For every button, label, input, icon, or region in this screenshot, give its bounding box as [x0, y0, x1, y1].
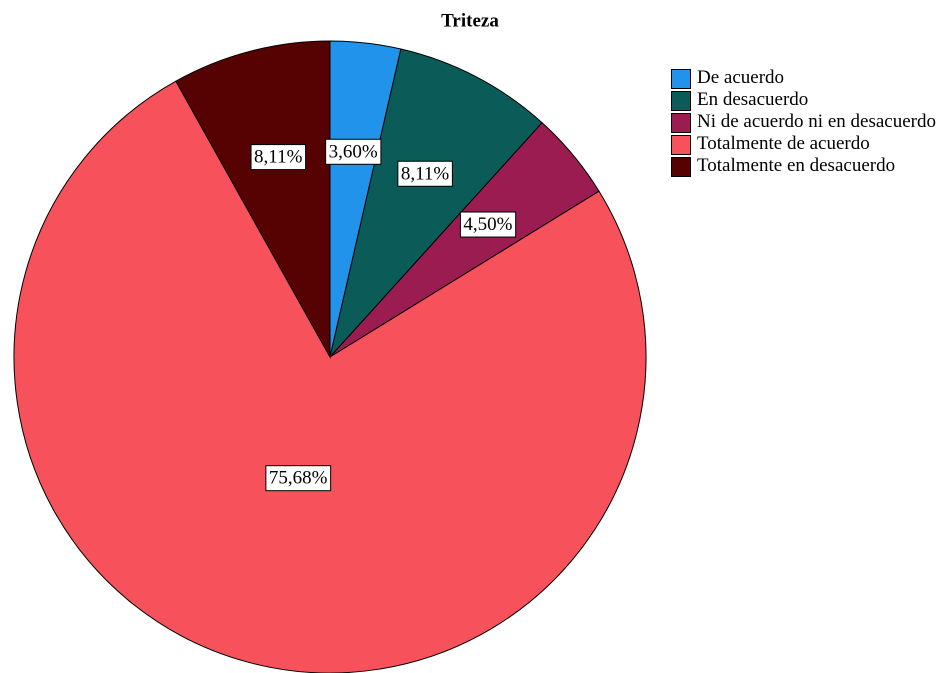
- data-label: 4,50%: [459, 211, 517, 238]
- legend-swatch: [671, 157, 691, 177]
- legend-label: Totalmente de acuerdo: [697, 133, 870, 154]
- data-label-text: 4,50%: [463, 214, 512, 235]
- pie-slice: [13, 80, 647, 673]
- data-label-text: 3,60%: [329, 141, 378, 162]
- legend-item: Totalmente en desacuerdo: [671, 156, 937, 177]
- legend-label: En desacuerdo: [697, 89, 809, 110]
- data-label: 8,11%: [397, 160, 453, 187]
- legend-item: De acuerdo: [671, 68, 937, 89]
- chart-title: Triteza: [441, 10, 499, 31]
- data-label-box: [265, 465, 332, 492]
- legend-label: Totalmente en desacuerdo: [697, 155, 896, 176]
- data-label: 8,11%: [250, 144, 307, 171]
- data-label-box: [397, 160, 453, 187]
- legend-swatch: [671, 135, 691, 155]
- legend-swatch: [671, 69, 691, 89]
- legend-label: Ni de acuerdo ni en desacuerdo: [697, 111, 936, 132]
- legend-item: Totalmente de acuerdo: [671, 134, 937, 155]
- pie-slice: [175, 40, 331, 359]
- data-label-text: 8,11%: [254, 147, 303, 168]
- data-label: 3,60%: [325, 138, 382, 165]
- data-label-box: [459, 211, 517, 238]
- data-label: 75,68%: [265, 465, 332, 492]
- data-label-text: 8,11%: [401, 163, 450, 184]
- legend-swatch: [671, 113, 691, 133]
- data-label-box: [250, 144, 307, 171]
- data-label-text: 75,68%: [269, 468, 328, 489]
- legend-item: En desacuerdo: [671, 90, 937, 111]
- pie-slice: [329, 48, 543, 359]
- legend-swatch: [671, 91, 691, 111]
- legend: De acuerdo En desacuerdo Ni de acuerdo ni …: [671, 68, 937, 178]
- data-label-box: [325, 138, 382, 165]
- legend-item: Ni de acuerdo ni en desacuerdo: [671, 112, 937, 133]
- legend-label: De acuerdo: [697, 67, 785, 88]
